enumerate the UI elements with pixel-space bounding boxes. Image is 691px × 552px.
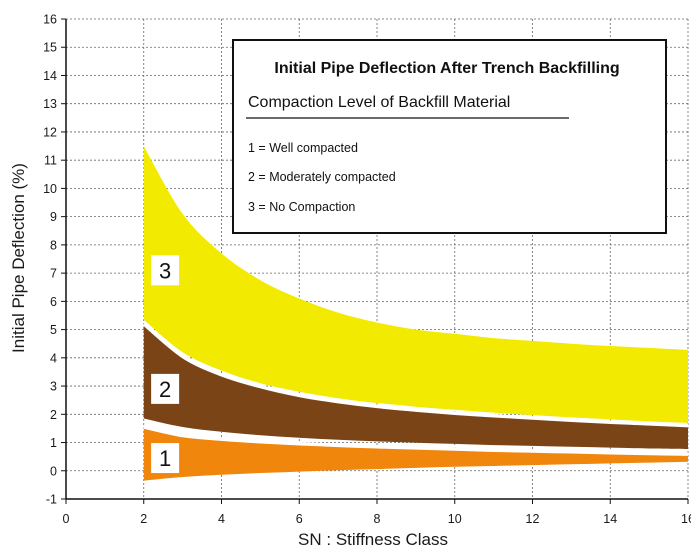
y-tick-label-9: 8 — [50, 238, 57, 252]
band-1-area — [143, 427, 689, 481]
band-label-text: 2 — [159, 377, 171, 402]
legend-box: Initial Pipe Deflection After Trench Bac… — [232, 39, 667, 234]
legend-title: Initial Pipe Deflection After Trench Bac… — [274, 60, 619, 77]
x-axis-label: SN : Stiffness Class — [298, 530, 448, 549]
x-tick-label-4: 8 — [374, 512, 381, 526]
x-tick-label-3: 6 — [296, 512, 303, 526]
x-tick-label-8: 16 — [681, 512, 691, 526]
y-tick-label-5: 4 — [50, 351, 57, 365]
y-tick-label-3: 2 — [50, 408, 57, 422]
y-tick-label-7: 6 — [50, 295, 57, 309]
band-label-2: 2 — [151, 373, 180, 404]
band-label-bg — [151, 255, 180, 286]
x-tick-label-6: 12 — [526, 512, 540, 526]
y-tick-label-17: 16 — [43, 13, 57, 27]
band-2-upper-edge — [142, 322, 689, 428]
band-2-area — [143, 323, 689, 449]
legend-entry-1: 1 = Well compacted — [248, 141, 358, 155]
y-tick-label-4: 3 — [50, 380, 57, 394]
band-1-upper-edge — [143, 425, 689, 456]
x-tick-label-1: 2 — [140, 512, 147, 526]
y-tick-label-0: -1 — [46, 493, 57, 507]
y-tick-label-10: 9 — [50, 210, 57, 224]
y-tick-label-1: 0 — [50, 464, 57, 478]
y-tick-label-2: 1 — [50, 436, 57, 450]
band-labels: 1 2 3 — [151, 255, 180, 474]
band-label-text: 1 — [159, 446, 171, 471]
y-tick-label-15: 14 — [43, 69, 57, 83]
x-tick-label-0: 0 — [63, 512, 70, 526]
bands — [142, 146, 689, 481]
band-label-text: 3 — [159, 258, 171, 283]
legend-entry-3: 3 = No Compaction — [248, 200, 355, 214]
y-tick-label-11: 10 — [43, 182, 57, 196]
y-tick-label-6: 5 — [50, 323, 57, 337]
legend-entry-2: 2 = Moderately compacted — [248, 170, 396, 184]
band-label-bg — [151, 443, 180, 474]
x-tick-labels: 0 2 4 6 8 10 12 14 16 — [63, 512, 691, 526]
band-label-3: 3 — [151, 255, 180, 286]
x-tick-label-7: 14 — [603, 512, 617, 526]
y-tick-label-12: 11 — [44, 154, 57, 168]
band-label-1: 1 — [151, 443, 180, 474]
y-tick-label-13: 12 — [43, 125, 57, 139]
y-tick-label-8: 7 — [50, 267, 57, 281]
x-tick-label-2: 4 — [218, 512, 225, 526]
legend-subtitle: Compaction Level of Backfill Material — [248, 94, 510, 111]
band-label-bg — [151, 373, 180, 404]
x-tick-label-5: 10 — [448, 512, 462, 526]
legend-frame — [232, 39, 667, 234]
y-tick-label-14: 13 — [43, 97, 57, 111]
axes — [61, 18, 689, 504]
y-axis-label: Initial Pipe Deflection (%) — [9, 163, 28, 353]
y-tick-label-16: 15 — [43, 41, 57, 55]
band-3-area — [143, 146, 689, 423]
